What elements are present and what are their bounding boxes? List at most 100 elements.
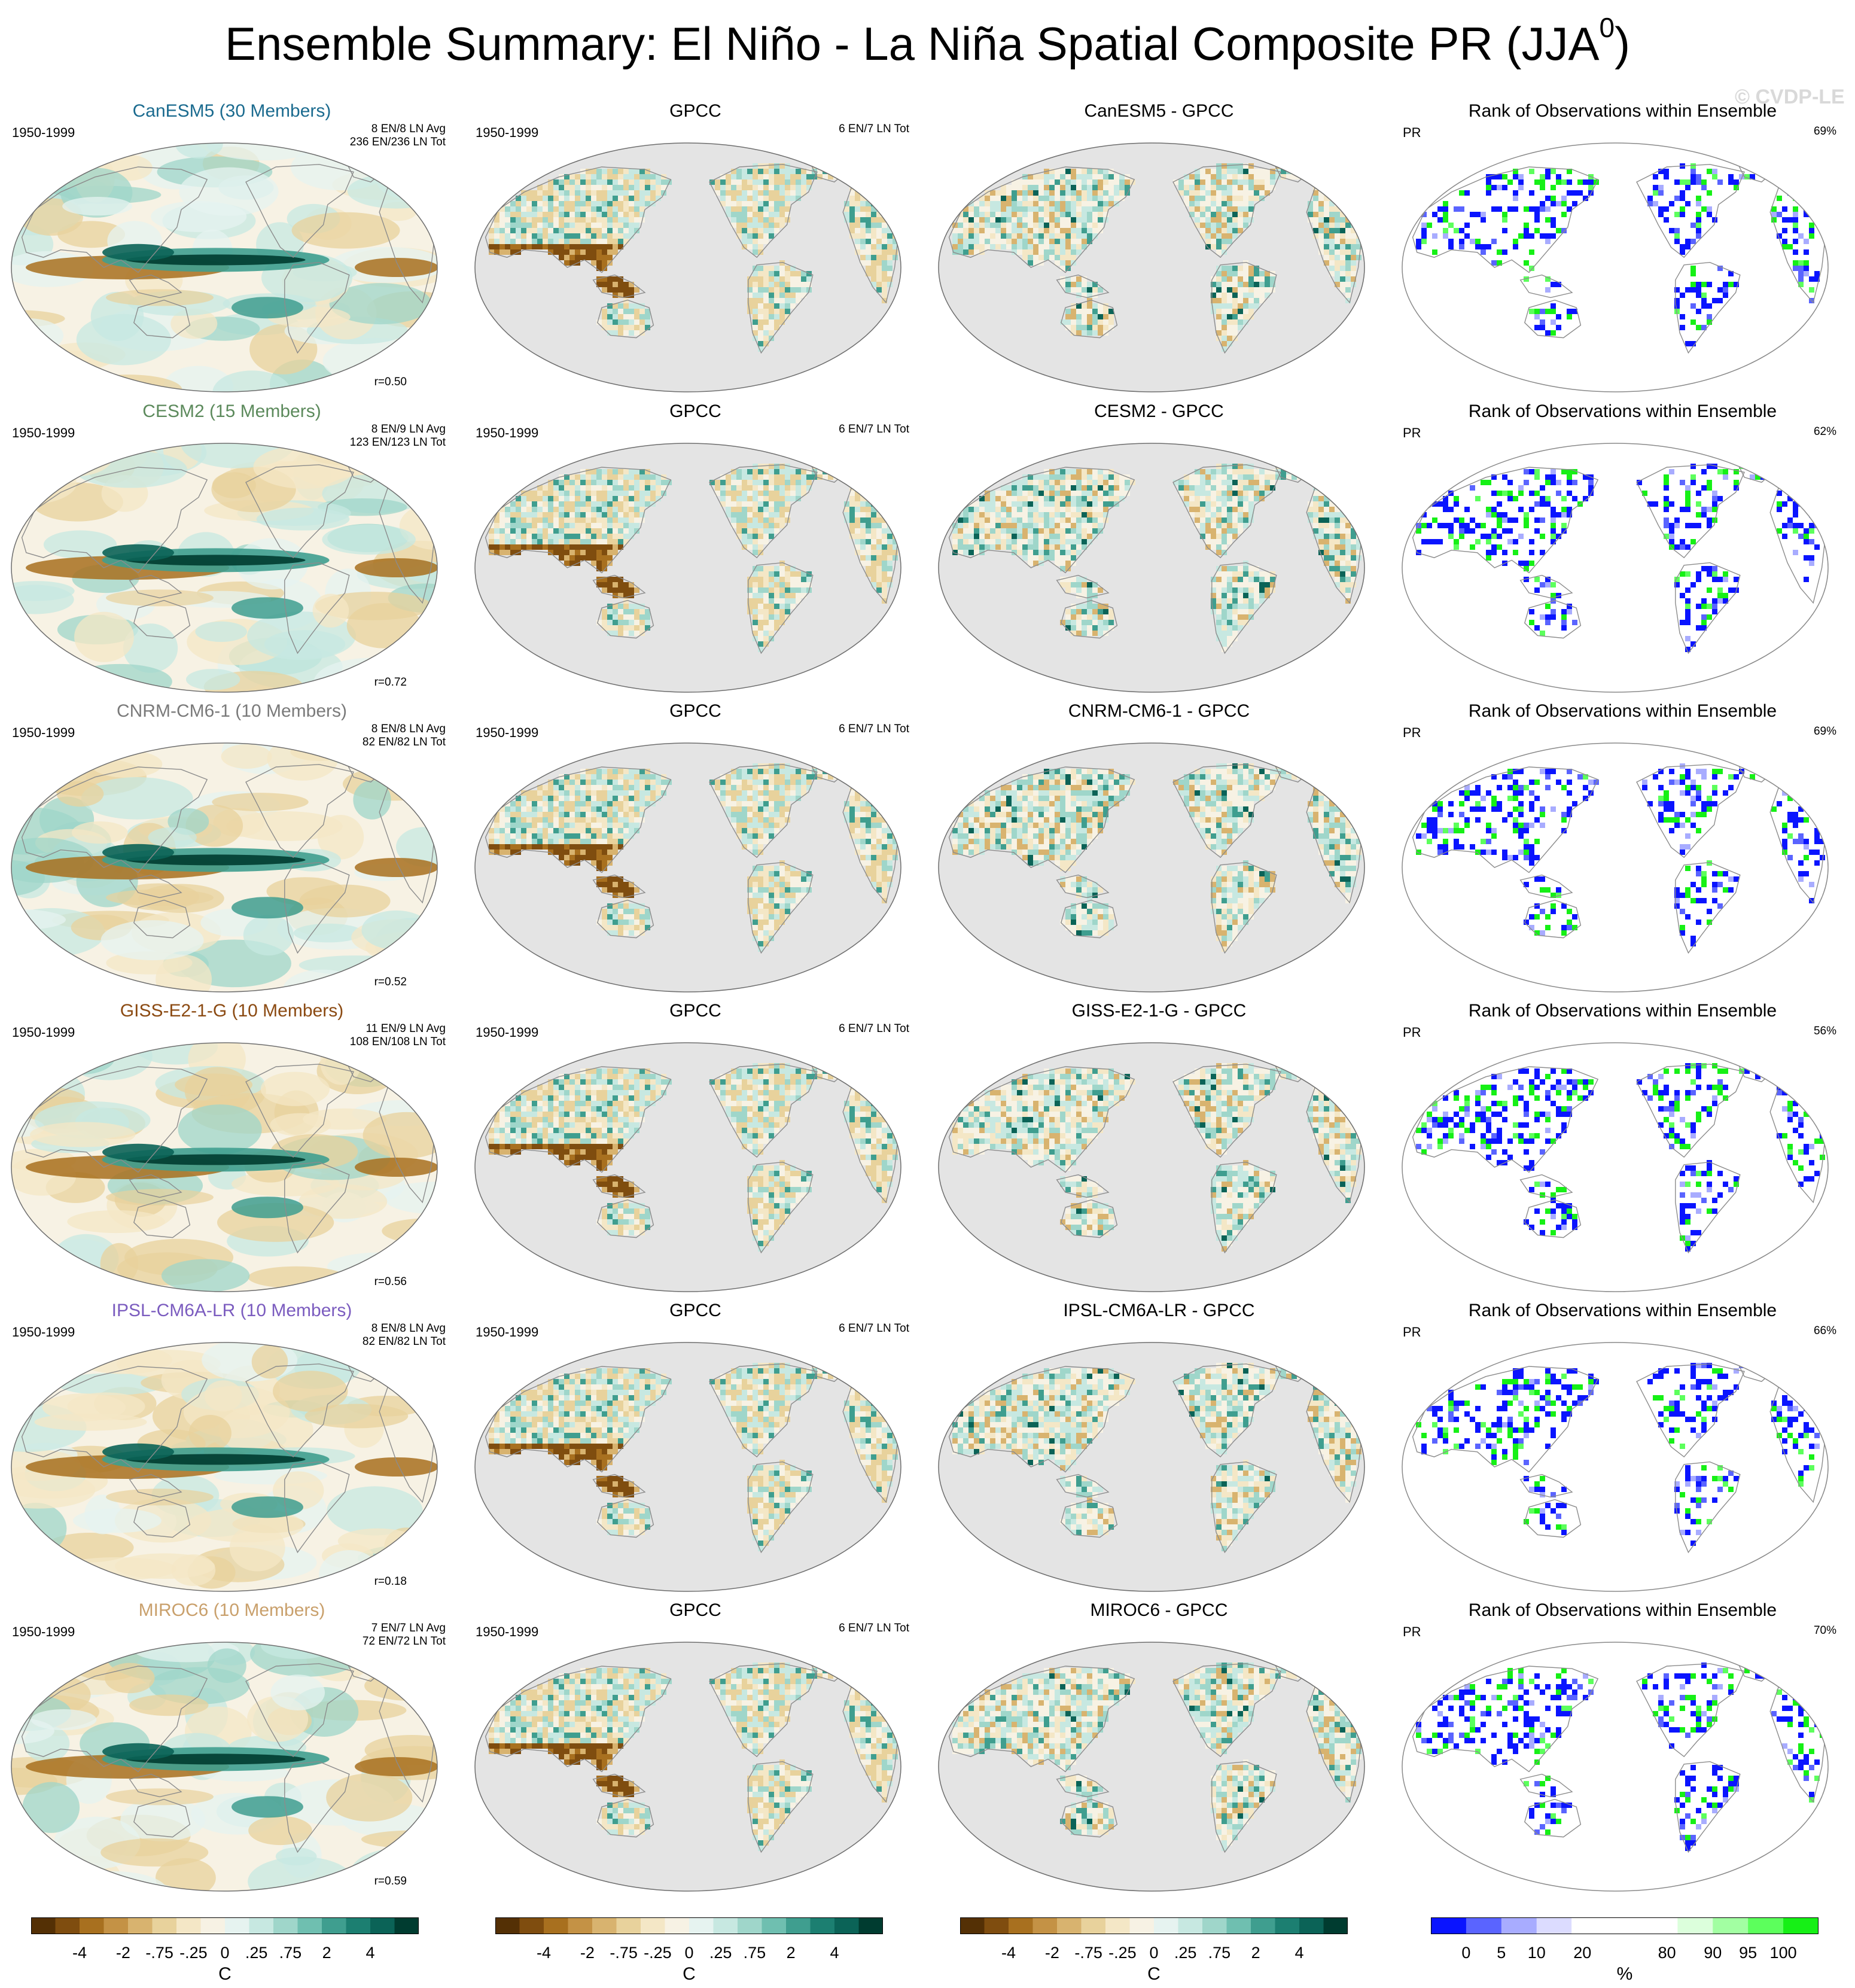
coastline-asia xyxy=(485,1666,672,1773)
rank-percentage: 70% xyxy=(1813,1624,1836,1637)
period-label: 1950-1999 xyxy=(12,425,75,440)
coastline-australia xyxy=(133,599,191,639)
colorbar-swatch xyxy=(1536,1917,1573,1934)
coastline-asia xyxy=(21,1366,208,1473)
colorbar-swatch xyxy=(370,1917,395,1934)
coastline-asia xyxy=(948,1666,1135,1773)
coastline-australia xyxy=(1524,1798,1582,1838)
coastline-northAmerica xyxy=(709,464,818,559)
coastline-seAsiaIslands xyxy=(129,574,182,599)
world-map xyxy=(1402,142,1829,392)
coastline-asia xyxy=(485,766,672,873)
model-panel-1: CanESM5 (30 Members) 1950-1999 8 EN/8 LN A… xyxy=(0,99,464,400)
colorbar-4: 0 5 10 20 80 90 95 100% xyxy=(1431,1917,1819,1986)
colorbar-tick-label: 4 xyxy=(365,1944,375,1962)
coastline-seAsiaIslands xyxy=(1519,874,1573,899)
world-map xyxy=(474,1342,901,1592)
colorbar-ticks: -4 -2 -.75 -.25 0 .25 .75 2 4 xyxy=(495,1944,883,1962)
counts-avg: 8 EN/8 LN Avg xyxy=(371,1322,446,1335)
coastline-southAmerica xyxy=(748,1161,814,1254)
coastline-australia xyxy=(597,299,654,339)
rank-panel-5: Rank of Observations within Ensemble PR 66… xyxy=(1391,1298,1854,1599)
colorbar-tick-label: -.75 xyxy=(145,1944,173,1962)
pattern-correlation: r=0.72 xyxy=(374,676,407,689)
colorbar-tick-label: 95 xyxy=(1739,1944,1757,1962)
coastline-australia xyxy=(133,1798,191,1838)
event-counts: 6 EN/7 LN Tot xyxy=(839,1622,909,1634)
coastline-southAmerica xyxy=(284,1761,350,1853)
coastline-asia xyxy=(21,766,208,873)
rank-percentage: 62% xyxy=(1813,425,1836,438)
difference-title: CanESM5 - GPCC xyxy=(1084,101,1234,121)
rank-title: Rank of Observations within Ensemble xyxy=(1468,1600,1777,1620)
coastline-southAmerica xyxy=(284,261,350,354)
counts-avg: 8 EN/8 LN Avg xyxy=(371,723,446,735)
coastline-seAsiaIslands xyxy=(129,1174,182,1198)
colorbar-tick-label: 2 xyxy=(1251,1944,1260,1962)
map-background xyxy=(939,1043,1364,1292)
coastline-asia xyxy=(21,1066,208,1173)
coastline-australia xyxy=(1061,1499,1118,1538)
map-background xyxy=(475,1642,901,1891)
counts-avg: 8 EN/8 LN Avg xyxy=(371,123,446,135)
coastline-seAsiaIslands xyxy=(592,1474,646,1498)
difference-panel-4: GISS-E2-1-G - GPCC xyxy=(927,998,1391,1299)
colorbar-tick-label: 0 xyxy=(1461,1944,1471,1962)
coastline-northAmerica xyxy=(245,764,354,858)
coastline-northAmerica xyxy=(1636,1663,1745,1758)
colorbar-tick-label: .25 xyxy=(709,1944,732,1962)
world-map xyxy=(474,1642,901,1892)
colorbar-swatch xyxy=(641,1917,665,1934)
coastline-asia xyxy=(1412,1066,1599,1173)
difference-title: CNRM-CM6-1 - GPCC xyxy=(1068,701,1250,721)
colorbar-swatches xyxy=(960,1917,1348,1934)
colorbar-1: -4 -2 -.75 -.25 0 .25 .75 2 4 C xyxy=(31,1917,419,1986)
colorbar-tick-label: .25 xyxy=(1174,1944,1197,1962)
rank-title: Rank of Observations within Ensemble xyxy=(1468,1001,1777,1021)
event-counts: 11 EN/9 LN Avg 108 EN/108 LN Tot xyxy=(350,1022,446,1049)
colorbar-tick-label: -.75 xyxy=(610,1944,638,1962)
coastline-australia xyxy=(1524,1199,1582,1238)
coastline-northAmerica xyxy=(1172,1064,1281,1158)
colorbar-swatch xyxy=(1713,1917,1749,1934)
coastline-seAsiaIslands xyxy=(1056,574,1110,599)
world-map xyxy=(11,443,438,693)
coastline-asia xyxy=(1412,1366,1599,1473)
coastline-australia xyxy=(133,299,191,339)
colorbar-swatch xyxy=(1009,1917,1033,1934)
coastline-australia xyxy=(1061,1798,1118,1838)
model-panel-4: GISS-E2-1-G (10 Members) 1950-1999 11 EN/9… xyxy=(0,998,464,1299)
colorbar-ticks: -4 -2 -.75 -.25 0 .25 .75 2 4 xyxy=(960,1944,1348,1962)
model-panel-5: IPSL-CM6A-LR (10 Members) 1950-1999 8 EN/8… xyxy=(0,1298,464,1599)
colorbar-swatch xyxy=(1466,1917,1502,1934)
coastline-southAmerica xyxy=(1211,1161,1277,1254)
difference-panel-3: CNRM-CM6-1 - GPCC xyxy=(927,699,1391,1000)
world-map xyxy=(1402,443,1829,693)
coastline-seAsiaIslands xyxy=(1056,874,1110,899)
world-map xyxy=(474,142,901,392)
coastline-seAsiaIslands xyxy=(1519,1174,1573,1198)
coastline-southAmerica xyxy=(1675,861,1741,954)
colorbar-swatch xyxy=(176,1917,201,1934)
coastline-seAsiaIslands xyxy=(129,1773,182,1798)
difference-panel-5: IPSL-CM6A-LR - GPCC xyxy=(927,1298,1391,1599)
colorbar-tick-label: -2 xyxy=(580,1944,595,1962)
map-background xyxy=(1402,443,1828,692)
colorbar-swatch xyxy=(834,1917,859,1934)
coastline-northAmerica xyxy=(709,164,818,258)
counts-avg: 7 EN/7 LN Avg xyxy=(371,1622,446,1634)
colorbar-swatch xyxy=(1299,1917,1324,1934)
world-map xyxy=(11,1642,438,1892)
coastline-asia xyxy=(948,467,1135,574)
world-map xyxy=(938,1042,1365,1292)
colorbar-swatch xyxy=(200,1917,226,1934)
coastline-australia xyxy=(1061,299,1118,339)
watermark: © CVDP-LE xyxy=(1735,86,1845,108)
map-background xyxy=(939,1642,1364,1891)
coastline-northAmerica xyxy=(709,764,818,858)
colorbar-ticks: 0 5 10 20 80 90 95 100 xyxy=(1431,1944,1819,1962)
pattern-correlation: r=0.56 xyxy=(374,1275,407,1288)
rank-percentage: 66% xyxy=(1813,1325,1836,1337)
coastline-seAsiaIslands xyxy=(592,874,646,899)
period-label: 1950-1999 xyxy=(476,425,539,440)
